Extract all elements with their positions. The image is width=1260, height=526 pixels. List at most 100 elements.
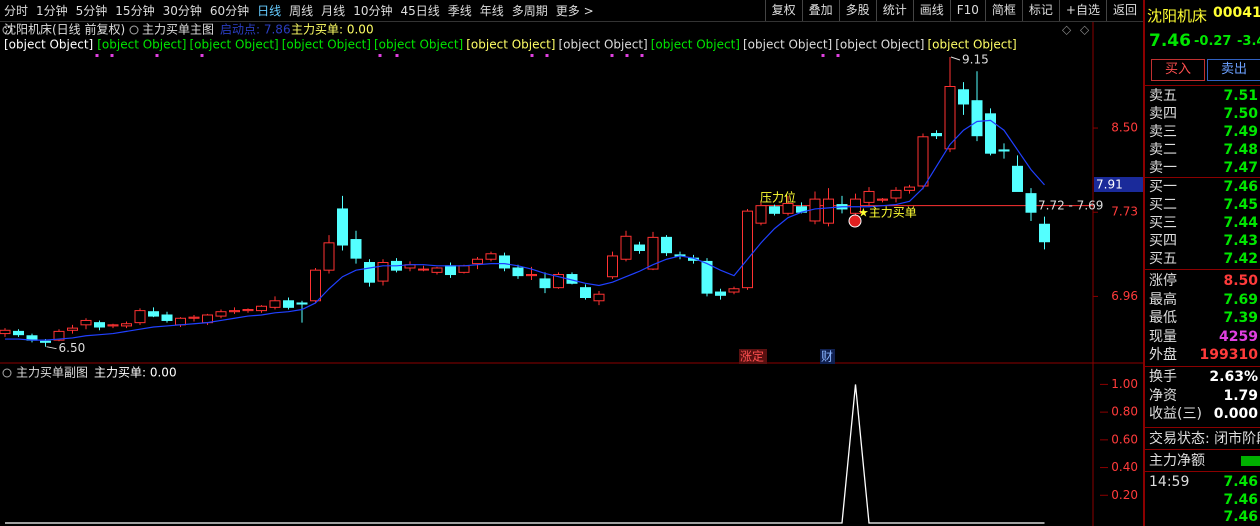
candle-body: [485, 253, 497, 260]
stat-row-value: 8.50: [1223, 273, 1258, 289]
signal-dot: [395, 54, 399, 57]
info-item: [object Object]: [4, 38, 93, 52]
stat-row: 外盘 199310: [1147, 346, 1260, 364]
period-tab[interactable]: 60分钟: [209, 4, 250, 18]
y-tick-label: 0.80: [1111, 405, 1138, 419]
separator: [1145, 449, 1260, 450]
period-tab[interactable]: 月线: [321, 4, 346, 18]
stat-row: 最低 7.39: [1147, 309, 1260, 327]
stat-row-value: 7.69: [1223, 291, 1258, 308]
info-item: [object Object]: [928, 38, 1017, 52]
period-tab[interactable]: 30分钟: [162, 4, 202, 18]
candle-body: [269, 300, 281, 308]
candle-body: [445, 265, 456, 276]
candle-body: [418, 268, 429, 271]
period-tab[interactable]: 15分钟: [115, 4, 155, 18]
candle-body: [256, 305, 267, 312]
high-label: 9.15: [962, 52, 989, 66]
candle-body: [472, 258, 483, 265]
candle-body: [215, 311, 227, 317]
candle-body: [755, 205, 767, 224]
buy-button[interactable]: 买入: [1151, 59, 1205, 81]
period-tab[interactable]: 季线: [447, 4, 472, 18]
candle-body: [148, 311, 159, 317]
stat-row: 换手 2.63%: [1147, 368, 1260, 386]
signal-dot: [821, 54, 825, 57]
separator: [1145, 471, 1260, 472]
candle-body: [323, 242, 335, 271]
stat-row-label: 净资: [1149, 387, 1177, 404]
ask-row-value: 7.50: [1223, 106, 1258, 122]
period-tab[interactable]: 更多 >: [555, 4, 594, 18]
period-tab[interactable]: 分时: [4, 4, 29, 18]
icon: ◇: [1080, 23, 1090, 37]
stat-row: 净资 1.79: [1147, 387, 1260, 405]
candle-body: [742, 210, 753, 289]
ask-row-value: 7.47: [1223, 160, 1258, 176]
candle-body: [53, 330, 65, 341]
tool-button[interactable]: F10: [949, 0, 985, 21]
sell-button[interactable]: 卖出: [1207, 59, 1260, 81]
stat-row-label: 涨停: [1149, 273, 1177, 289]
candle-body: [107, 324, 119, 327]
ask-row-value: 7.49: [1223, 124, 1258, 140]
period-tab[interactable]: 年线: [479, 4, 504, 18]
candle-body: [431, 267, 443, 273]
period-tab[interactable]: 10分钟: [353, 4, 393, 18]
cursor-box: [1094, 177, 1143, 192]
period-tab[interactable]: 周线: [289, 4, 314, 18]
period-tab[interactable]: 1分钟: [36, 4, 68, 18]
change-pct: -3.49%: [1237, 34, 1260, 49]
tool-button[interactable]: 复权: [764, 0, 802, 21]
ask-row-value: 7.48: [1223, 142, 1258, 158]
candle-body: [458, 265, 470, 273]
candle-body: [1025, 193, 1037, 213]
period-tab[interactable]: 45日线: [400, 4, 440, 18]
y-tick-label: 6.96: [1111, 289, 1138, 303]
tool-buttons: 复权 叠加 多股 统计 画线 F10 简框 标记 +自选 返回: [764, 0, 1143, 21]
tool-button[interactable]: 多股: [838, 0, 876, 21]
tool-button[interactable]: 叠加: [801, 0, 839, 21]
info-item: [object Object]: [190, 38, 279, 52]
stat-row-value: 2.63%: [1209, 369, 1258, 385]
tool-button[interactable]: +自选: [1058, 0, 1106, 21]
candle-body: [242, 309, 254, 312]
last-price: 7.46: [1149, 31, 1191, 51]
tool-button[interactable]: 返回: [1105, 0, 1143, 21]
candle-body: [364, 262, 375, 283]
bid-row: 买四 7.43: [1147, 232, 1260, 250]
period-tab[interactable]: 日线: [257, 4, 282, 18]
buy-signal: ★主力买单: [858, 206, 917, 220]
y-tick-label: 0.60: [1111, 432, 1138, 446]
info-item: [object Object]: [559, 38, 648, 52]
indicator-name: 主力买单主图: [142, 23, 214, 37]
tool-button[interactable]: 画线: [912, 0, 950, 21]
candle-body: [647, 236, 659, 270]
tool-button[interactable]: 简框: [984, 0, 1022, 21]
candle-body: [958, 89, 969, 105]
bid-row: 买一 7.46: [1147, 178, 1260, 196]
candle-body: [13, 330, 24, 336]
tool-button[interactable]: 统计: [875, 0, 913, 21]
ask-row-label: 卖一: [1149, 160, 1177, 176]
candle-body: [944, 86, 956, 150]
ask-row-label: 卖三: [1149, 124, 1177, 140]
period-tab[interactable]: 多周期: [511, 4, 548, 18]
net-label-label: 主力净额: [1149, 453, 1205, 469]
period-tab[interactable]: 5分钟: [75, 4, 108, 18]
candle-body: [526, 274, 537, 277]
net-bar: [1241, 456, 1260, 466]
tick-row-value: 7.46: [1223, 474, 1258, 490]
ask-row-label: 卖五: [1149, 88, 1177, 104]
candle-body: [580, 287, 591, 298]
stat-row-label: 收益(三): [1149, 406, 1202, 422]
bid-row-value: 7.46: [1223, 179, 1258, 195]
tick-row: 7.46: [1147, 508, 1260, 526]
bid-row: 买五 7.42: [1147, 250, 1260, 268]
stock-name: 沈阳机床: [1147, 7, 1208, 25]
stock-code: 000410: [1213, 5, 1260, 21]
signal-dot: [610, 54, 614, 57]
tool-button[interactable]: 标记: [1021, 0, 1059, 21]
bid-row-label: 买一: [1149, 179, 1177, 195]
candle-body: [877, 198, 888, 201]
